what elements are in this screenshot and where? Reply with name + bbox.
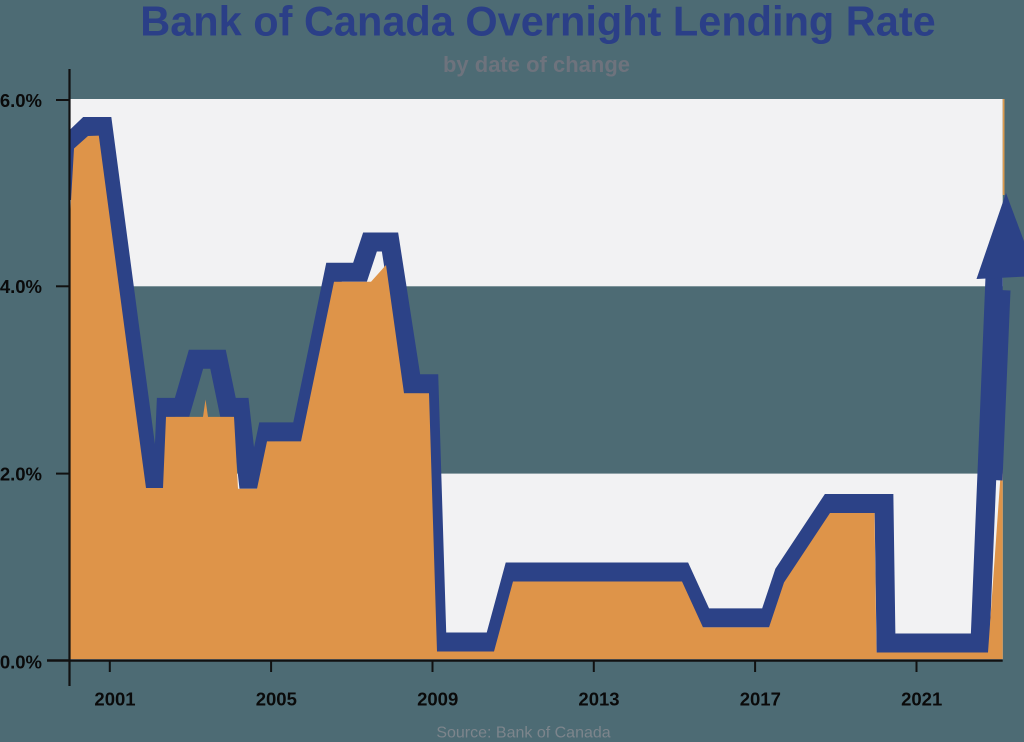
- svg-text:4.0%: 4.0%: [0, 276, 42, 297]
- svg-text:2005: 2005: [256, 689, 297, 710]
- svg-text:2021: 2021: [901, 689, 942, 710]
- svg-text:Source: Bank of Canada: Source: Bank of Canada: [436, 725, 610, 742]
- svg-text:2001: 2001: [94, 689, 135, 710]
- svg-text:2017: 2017: [740, 689, 781, 710]
- svg-text:0.0%: 0.0%: [0, 651, 42, 672]
- svg-text:2.0%: 2.0%: [0, 463, 42, 484]
- svg-text:2013: 2013: [578, 689, 619, 710]
- svg-text:Bank of Canada Overnight Lendi: Bank of Canada Overnight Lending Rate: [140, 0, 936, 45]
- svg-text:by date of change: by date of change: [443, 52, 630, 77]
- svg-text:6.0%: 6.0%: [0, 90, 42, 111]
- svg-text:2009: 2009: [417, 689, 458, 710]
